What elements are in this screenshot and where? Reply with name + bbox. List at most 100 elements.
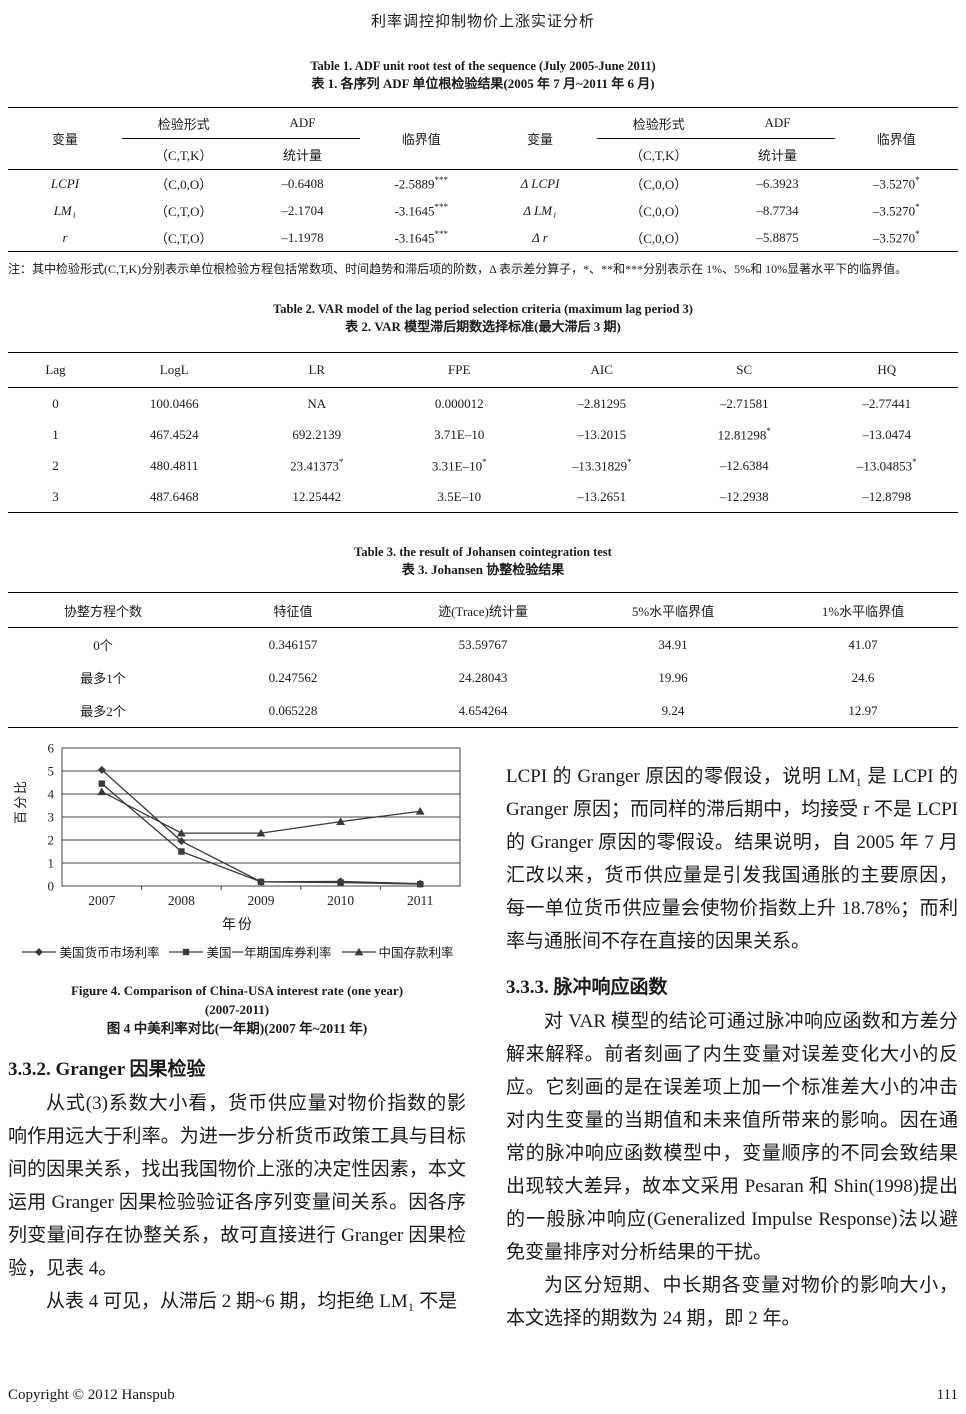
column-header: 迹(Trace)统计量 [388, 592, 578, 628]
chart-legend: 美国货币市场利率 美国一年期国库券利率 中国存款利率 [10, 942, 466, 961]
col-variable: 变量 [8, 107, 122, 170]
table-cell: 4.654264 [458, 702, 508, 718]
table1-adf-unit-root: 变量 检验形式 ADF 临界值 变量 检验形式 ADF 临界值 （C,T,K） … [8, 107, 958, 252]
table-row: 0 100.0466 NA 0.000012 –2.81295 –2.71581 –2.77… [8, 388, 958, 420]
table-cell: 100.0466 [149, 395, 199, 411]
table-row: 最多2个 0.065228 4.654264 9.24 12.97 [8, 694, 958, 728]
column-header: LogL [103, 352, 246, 388]
table-cell: –2.1704 [281, 202, 324, 218]
table-cell: 12.97 [848, 702, 878, 718]
legend-label: 美国一年期国库券利率 [206, 946, 332, 960]
table-cell: –13.2015 [577, 426, 627, 442]
table-cell: –0.6408 [281, 175, 324, 191]
table-cell: 0.346157 [268, 636, 318, 652]
table-cell: NA [307, 395, 327, 411]
table-cell: （C,0,O） [630, 177, 688, 192]
running-title: 利率调控抑制物价上涨实证分析 [370, 14, 595, 30]
table1-header-row2: （C,T,K） 统计量 （C,T,K） 统计量 [8, 138, 958, 170]
table1-header-row1: 变量 检验形式 ADF 临界值 变量 检验形式 ADF 临界值 [8, 107, 958, 170]
table-cell: 3.31E–10* [431, 456, 487, 474]
table2-title-cn: 表 2. VAR 模型滞后期数选择标准(最大滞后 3 期) [345, 319, 621, 334]
column-header: 协整方程个数 [8, 592, 198, 628]
table-cell: 41.07 [848, 636, 878, 652]
column-header: FPE [388, 352, 531, 388]
square-marker-icon [169, 948, 204, 955]
table-cell: 12.25442 [292, 488, 342, 504]
granger-paragraph-1: 从式(3)系数大小看，货币供应量对物价指数的影响作用远大于利率。为进一步分析货币… [8, 1093, 466, 1279]
table-cell: Δ r [532, 229, 548, 245]
table-cell: r [62, 229, 68, 245]
svg-text:5: 5 [48, 764, 55, 779]
table1-title-cn: 表 1. 各序列 ADF 单位根检验结果(2005 年 7 月~2011 年 6… [311, 76, 655, 91]
table-cell: 467.4524 [149, 426, 199, 442]
col-adf: ADF [720, 107, 835, 139]
figure4-chart: 百分比 0 1 2 3 4 5 6 2007 2008 2009 2010 2011 年份 美国货币市… [8, 738, 466, 961]
table-cell: 最多2个 [80, 704, 126, 719]
table-cell: –2.71581 [719, 395, 769, 411]
copyright-text: Copyright © 2012 Hanspub [8, 1387, 175, 1403]
table3-title-cn: 表 3. Johansen 协整检验结果 [401, 562, 565, 577]
interest-rate-line-chart: 0 1 2 3 4 5 6 2007 2008 2009 2010 2011 [48, 741, 461, 908]
table-cell: 692.2139 [292, 426, 342, 442]
column-header: 5%水平临界值 [578, 592, 768, 628]
table-cell: 24.6 [851, 669, 875, 685]
column-header: 1%水平临界值 [768, 592, 958, 628]
col-ctk: （C,T,K） [122, 138, 246, 170]
col-variable: 变量 [483, 107, 597, 170]
column-header: SC [673, 352, 816, 388]
legend-label: 美国货币市场利率 [59, 946, 160, 960]
table-cell: 3.5E–10 [437, 488, 482, 504]
page-number: 111 [936, 1387, 958, 1403]
table-row: 最多1个 0.247562 24.28043 19.96 24.6 [8, 661, 958, 694]
table-cell: （C,T,O） [154, 231, 213, 246]
table-cell: –6.3923 [756, 175, 799, 191]
triangle-marker-icon [341, 947, 376, 955]
table-cell: 0 [52, 395, 59, 411]
table-cell: –2.81295 [577, 395, 627, 411]
table-cell: 24.28043 [458, 669, 508, 685]
col-adf: ADF [245, 107, 360, 139]
table-cell: 23.41373* [290, 456, 344, 474]
table-cell: 487.6468 [149, 488, 199, 504]
table-cell: –13.04853* [856, 456, 917, 474]
column-header: Lag [8, 352, 103, 388]
table-row: 1 467.4524 692.2139 3.71E–10 –13.2015 12.8129… [8, 419, 958, 450]
column-header: 特征值 [198, 592, 388, 628]
table-cell: –13.31829* [571, 456, 632, 474]
table-cell: （C,T,O） [154, 204, 213, 219]
column-header: AIC [530, 352, 673, 388]
figure4-caption-cn: 图 4 中美利率对比(一年期)(2007 年~2011 年) [106, 1021, 368, 1036]
svg-text:2008: 2008 [168, 893, 195, 908]
table-cell: （C,0,O） [155, 177, 213, 192]
col-critical: 临界值 [834, 107, 958, 170]
table3-johansen-test: 协整方程个数 特征值 迹(Trace)统计量 5%水平临界值 1%水平临界值 0个 0.3… [8, 592, 958, 728]
table-cell: –3.5270* [872, 174, 920, 192]
col-statistic: 统计量 [245, 138, 360, 170]
table-cell: –13.0474 [862, 426, 912, 442]
table-row: r （C,T,O） –1.1978 -3.1645*** Δ r （C,0,O） –5.88… [8, 224, 958, 252]
diamond-marker-icon [22, 947, 57, 956]
table2-var-lag-criteria: Lag LogL LR FPE AIC SC HQ 0 100.0466 NA 0.000012 –… [8, 352, 958, 513]
table-cell: –13.2651 [577, 488, 627, 504]
page-footer: Copyright © 2012 Hanspub 111 [8, 1387, 958, 1404]
table3-header-row: 协整方程个数 特征值 迹(Trace)统计量 5%水平临界值 1%水平临界值 [8, 592, 958, 628]
table-cell: （C,0,O） [630, 204, 688, 219]
svg-text:1: 1 [48, 856, 55, 871]
table3-title-en: Table 3. the result of Johansen cointegr… [354, 545, 612, 559]
svg-text:2007: 2007 [88, 893, 115, 908]
table-cell: LM₁ [53, 202, 77, 218]
table-cell: 0.065228 [268, 702, 318, 718]
col-test-form: 检验形式 [122, 107, 246, 139]
table-cell: 3.71E–10 [434, 426, 485, 442]
svg-text:2: 2 [48, 833, 55, 848]
table-cell: –3.5270* [872, 201, 920, 219]
table-cell: 0.247562 [268, 669, 318, 685]
table-cell: 0.000012 [434, 395, 484, 411]
table-cell: –2.77441 [862, 395, 912, 411]
svg-text:6: 6 [48, 741, 55, 756]
column-header: LR [245, 352, 388, 388]
table-cell: 53.59767 [458, 636, 508, 652]
section-3-3-2-heading: 3.3.2. Granger 因果检验 [8, 1059, 206, 1080]
table2-title-en: Table 2. VAR model of the lag period sel… [273, 302, 693, 316]
